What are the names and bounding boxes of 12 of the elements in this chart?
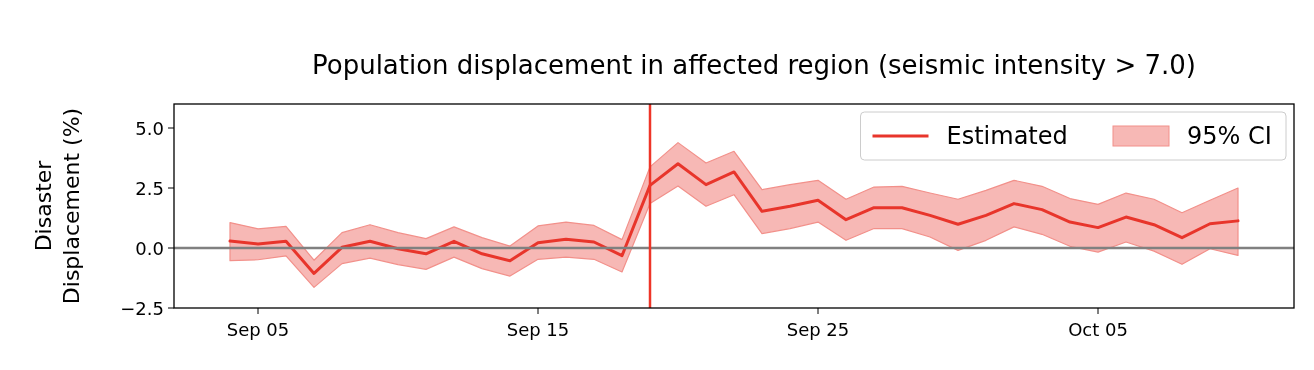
x-tick-label: Sep 05 (226, 319, 290, 340)
y-axis-title: Disaster Displacement (%) (31, 107, 84, 305)
x-tick-label: Oct 05 (1068, 319, 1128, 340)
annotation: 95% CI (1187, 122, 1272, 150)
x-tick-label: Sep 15 (506, 319, 570, 340)
legend-label: Estimated (946, 122, 1068, 150)
y-tick-label: 5.0 (135, 118, 164, 139)
y-tick-label: 2.5 (135, 178, 164, 199)
chart-title: Population displacement in affected region (seismic intensity > 7.0) (312, 50, 1196, 80)
y-tick-label: 0.0 (135, 238, 164, 259)
y-tick-label: −2.5 (120, 298, 164, 319)
x-tick-label: Sep 25 (786, 319, 850, 340)
